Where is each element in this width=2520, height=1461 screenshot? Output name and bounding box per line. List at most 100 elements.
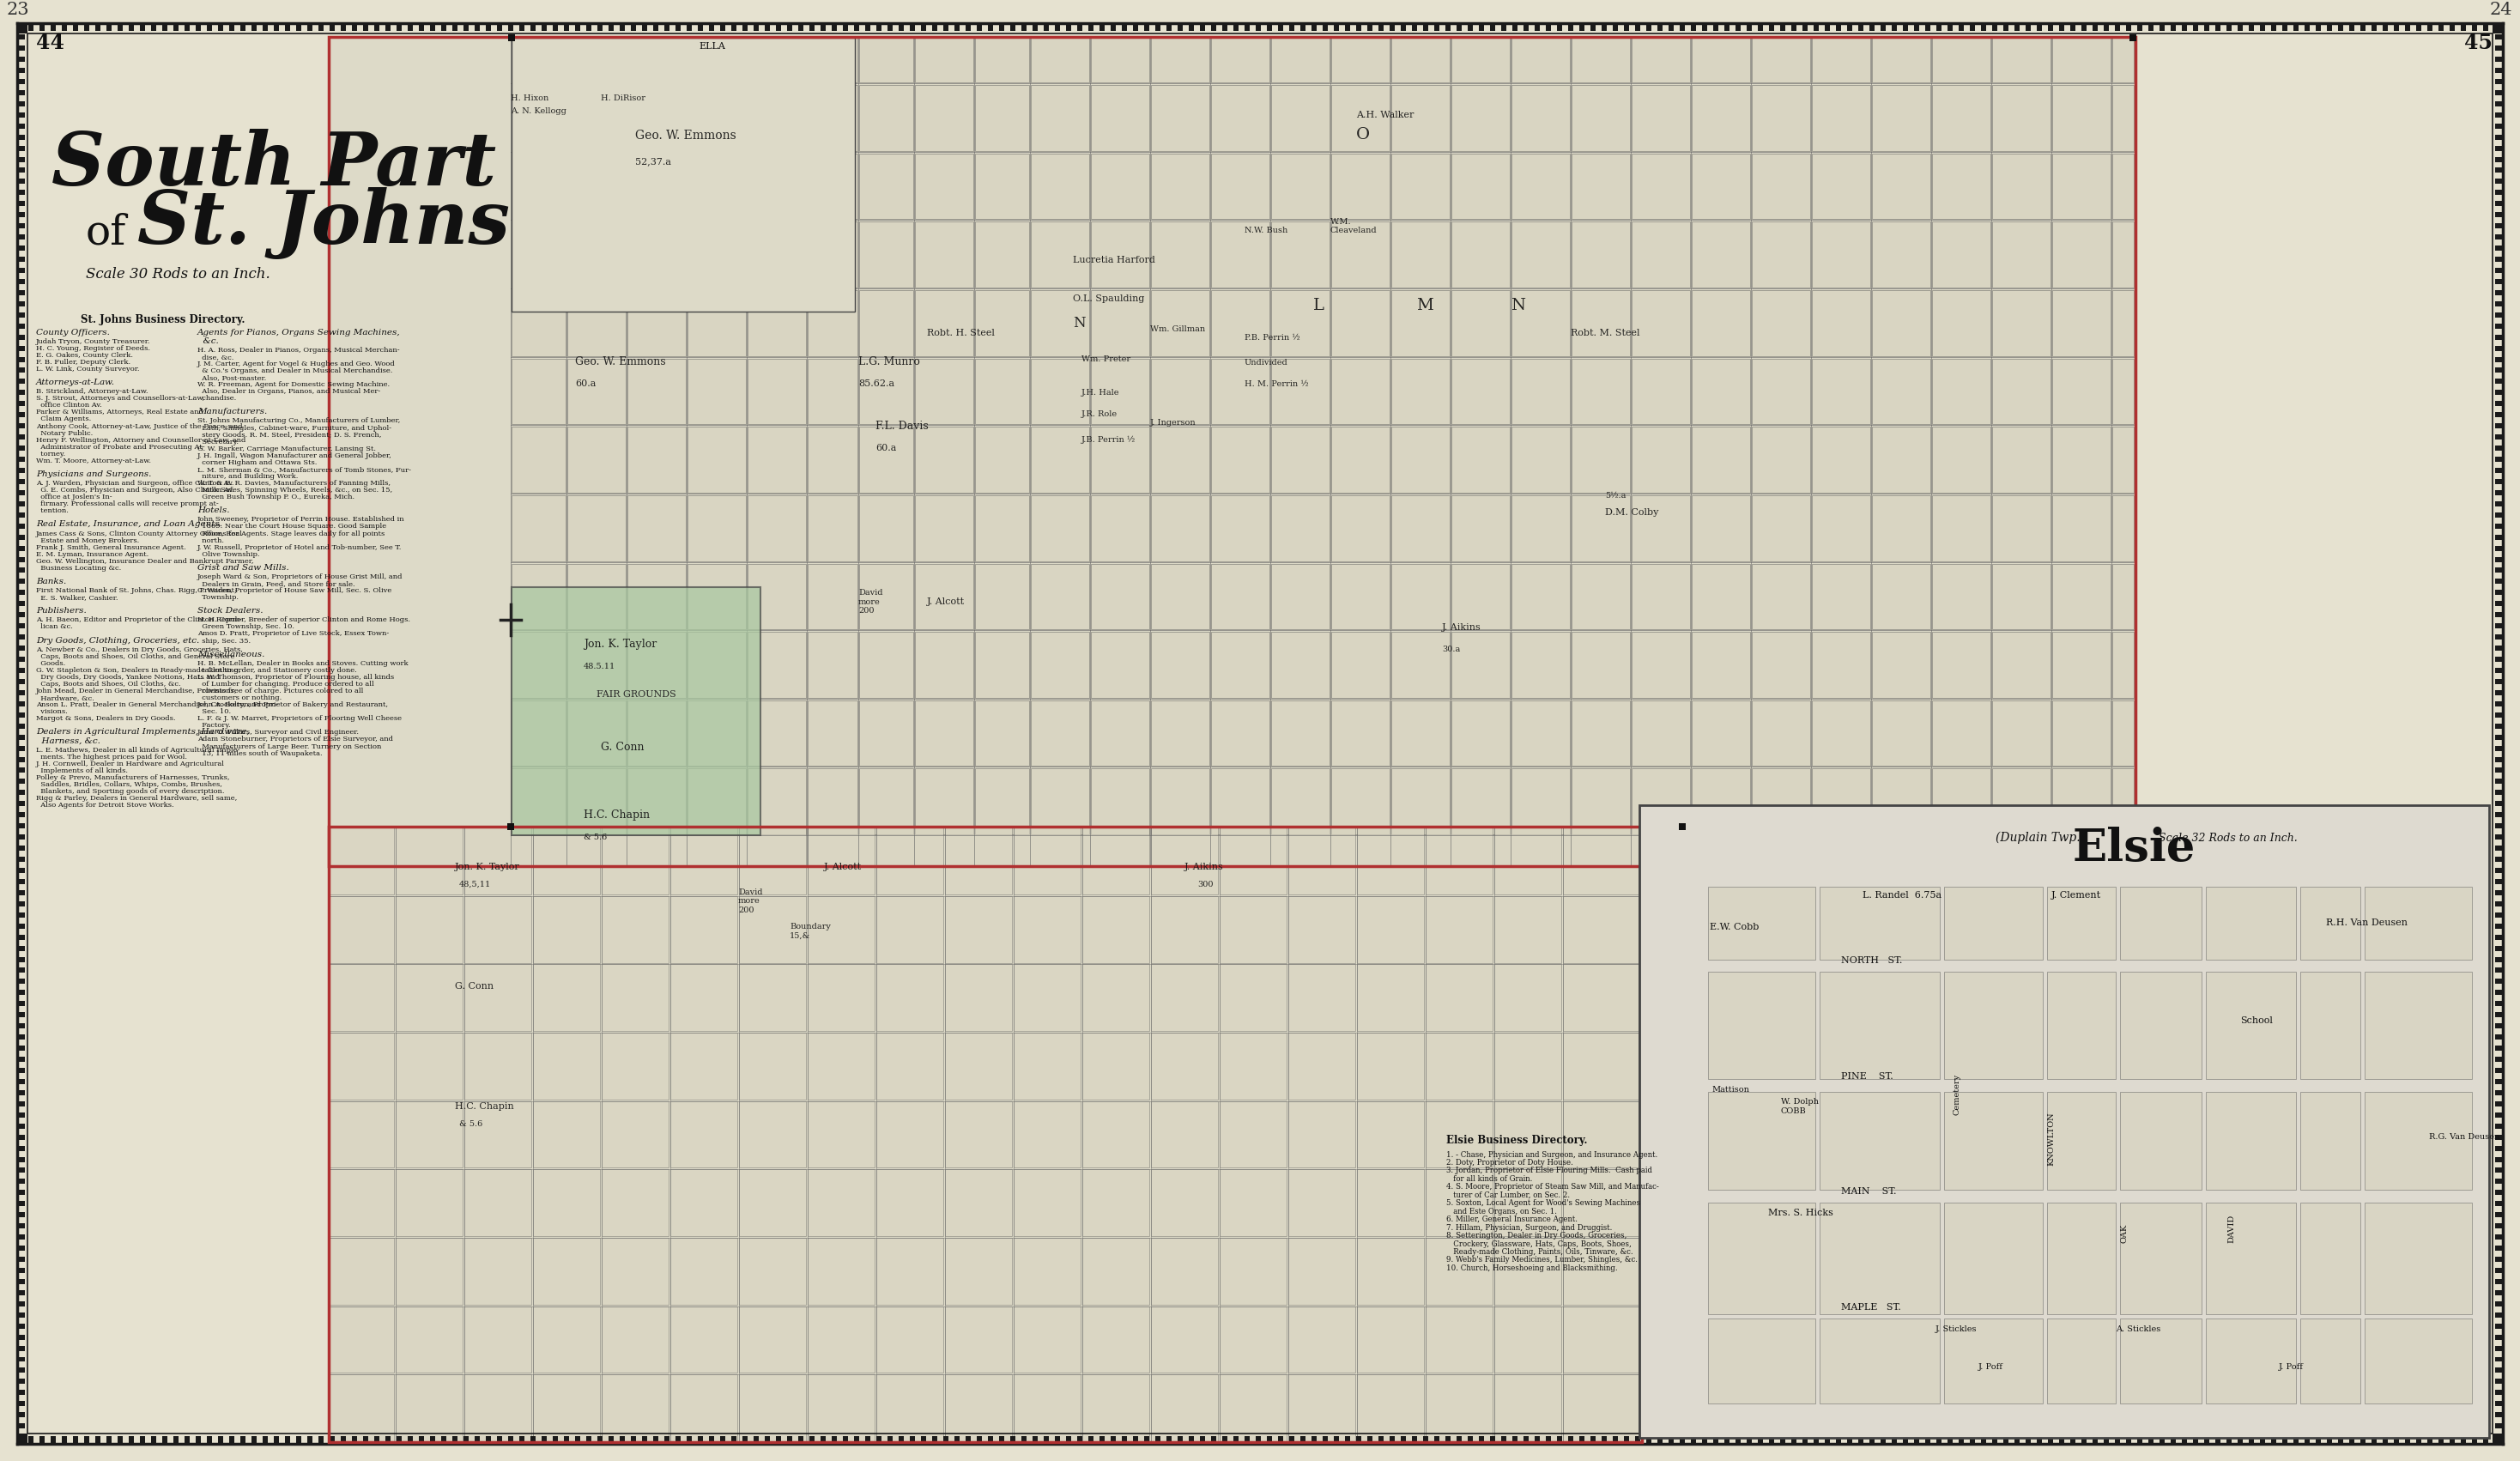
Bar xyxy=(1111,1436,1116,1443)
Bar xyxy=(1212,38,1270,82)
Bar xyxy=(806,358,857,424)
Bar xyxy=(1751,633,1809,698)
Bar xyxy=(1812,495,1870,561)
Bar xyxy=(1746,23,1751,31)
Bar xyxy=(2127,1436,2132,1443)
Bar xyxy=(859,495,912,561)
Bar xyxy=(2293,1436,2298,1443)
Bar xyxy=(1812,38,1870,82)
Bar xyxy=(1013,1237,1081,1305)
Bar xyxy=(1691,291,1749,356)
Bar xyxy=(1512,564,1570,630)
Bar xyxy=(1494,1306,1562,1373)
Bar xyxy=(806,1237,874,1305)
Text: Jame O. Pillars, Surveyor and Civil Engineer.: Jame O. Pillars, Surveyor and Civil Engi… xyxy=(197,729,360,736)
Bar xyxy=(1933,564,1991,630)
Bar xyxy=(1152,1375,1217,1442)
Bar xyxy=(1212,85,1270,150)
Text: Dealers in Agricultural Implements, Hardware,: Dealers in Agricultural Implements, Hard… xyxy=(35,728,249,736)
Text: A. Newber & Co., Dealers in Dry Goods, Groceries, Hats,: A. Newber & Co., Dealers in Dry Goods, G… xyxy=(35,646,242,653)
Bar xyxy=(18,557,25,562)
Bar xyxy=(2495,335,2502,339)
Text: 4. S. Moore, Proprietor of Steam Saw Mill, and Manufac-: 4. S. Moore, Proprietor of Steam Saw Mil… xyxy=(1446,1183,1658,1191)
Bar xyxy=(1278,23,1283,31)
Bar xyxy=(18,979,25,985)
Bar xyxy=(1013,964,1081,1031)
Bar xyxy=(18,634,25,640)
Text: E.W. Cobb: E.W. Cobb xyxy=(1709,922,1759,931)
Text: St. Johns: St. Johns xyxy=(136,187,509,260)
Bar xyxy=(1152,700,1210,766)
Bar xyxy=(2495,1068,2502,1072)
Bar xyxy=(806,85,857,150)
Bar xyxy=(1212,222,1270,288)
Bar xyxy=(910,1436,915,1443)
Bar xyxy=(512,222,564,288)
Bar xyxy=(748,700,806,766)
Bar xyxy=(1288,1033,1356,1100)
Bar xyxy=(1152,85,1210,150)
Bar xyxy=(229,1436,234,1443)
Text: Scale 30 Rods to an Inch.: Scale 30 Rods to an Inch. xyxy=(86,267,270,282)
Text: Administrator of Probate and Prosecuting At-: Administrator of Probate and Prosecuting… xyxy=(35,444,204,450)
Bar xyxy=(1452,291,1509,356)
Bar xyxy=(2225,23,2233,31)
Bar xyxy=(2495,568,2502,573)
Bar xyxy=(2049,23,2054,31)
Bar xyxy=(1572,222,1630,288)
Bar xyxy=(822,23,827,31)
Bar xyxy=(2417,23,2422,31)
Bar xyxy=(2349,1436,2354,1443)
Bar xyxy=(1076,1436,1081,1443)
Bar xyxy=(2495,790,2502,795)
Text: firmary. Professional calls will receive prompt at-: firmary. Professional calls will receive… xyxy=(35,501,219,507)
Bar xyxy=(1300,1436,1305,1443)
Bar xyxy=(915,633,973,698)
Bar xyxy=(2495,1056,2502,1062)
Bar xyxy=(945,896,1013,963)
Bar xyxy=(1391,427,1449,492)
Bar xyxy=(2495,424,2502,428)
Bar xyxy=(627,153,685,219)
Bar xyxy=(1751,38,1809,82)
Bar xyxy=(18,1034,25,1040)
Bar xyxy=(1091,222,1149,288)
Bar xyxy=(1152,427,1210,492)
Bar xyxy=(2495,713,2502,717)
Bar xyxy=(915,564,973,630)
Bar xyxy=(18,368,25,373)
Bar xyxy=(1091,427,1149,492)
Bar xyxy=(1562,896,1638,963)
Bar xyxy=(1356,23,1361,31)
Bar xyxy=(2495,134,2502,140)
Bar xyxy=(2495,723,2502,729)
Bar xyxy=(2147,23,2155,31)
Text: Undivided: Undivided xyxy=(1245,359,1288,367)
Bar xyxy=(18,234,25,240)
Bar xyxy=(2205,972,2296,1078)
Bar xyxy=(1872,427,1930,492)
Text: J. Alcott: J. Alcott xyxy=(927,598,965,606)
Text: Mattison: Mattison xyxy=(1711,1086,1749,1093)
Bar xyxy=(1378,1436,1383,1443)
Bar xyxy=(1933,768,1991,834)
Text: Robt. H. Steel: Robt. H. Steel xyxy=(927,329,995,337)
Text: H. A. Ross, Dealer in Pianos, Organs, Musical Merchan-: H. A. Ross, Dealer in Pianos, Organs, Mu… xyxy=(197,346,401,354)
Bar xyxy=(1993,700,2051,766)
Text: Dry Goods, Clothing, Groceries, etc.: Dry Goods, Clothing, Groceries, etc. xyxy=(35,637,199,644)
Text: E. S. Walker, Cashier.: E. S. Walker, Cashier. xyxy=(35,595,118,600)
Bar xyxy=(864,1436,869,1443)
Bar xyxy=(512,427,564,492)
Bar xyxy=(18,579,25,584)
Bar xyxy=(1512,427,1570,492)
Bar xyxy=(900,23,905,31)
Bar xyxy=(806,1102,874,1167)
Text: 7. Hillam, Physician, Surgeon, and Druggist.: 7. Hillam, Physician, Surgeon, and Drugg… xyxy=(1446,1224,1613,1232)
Text: Judah Tryon, County Treasurer.: Judah Tryon, County Treasurer. xyxy=(35,337,151,345)
Bar xyxy=(597,23,602,31)
Text: Rigg & Parley, Dealers in General Hardware, sell same,: Rigg & Parley, Dealers in General Hardwa… xyxy=(35,795,237,802)
Bar xyxy=(1031,358,1089,424)
Bar xyxy=(18,390,25,394)
Bar xyxy=(1819,1091,1940,1191)
Bar xyxy=(1245,23,1250,31)
